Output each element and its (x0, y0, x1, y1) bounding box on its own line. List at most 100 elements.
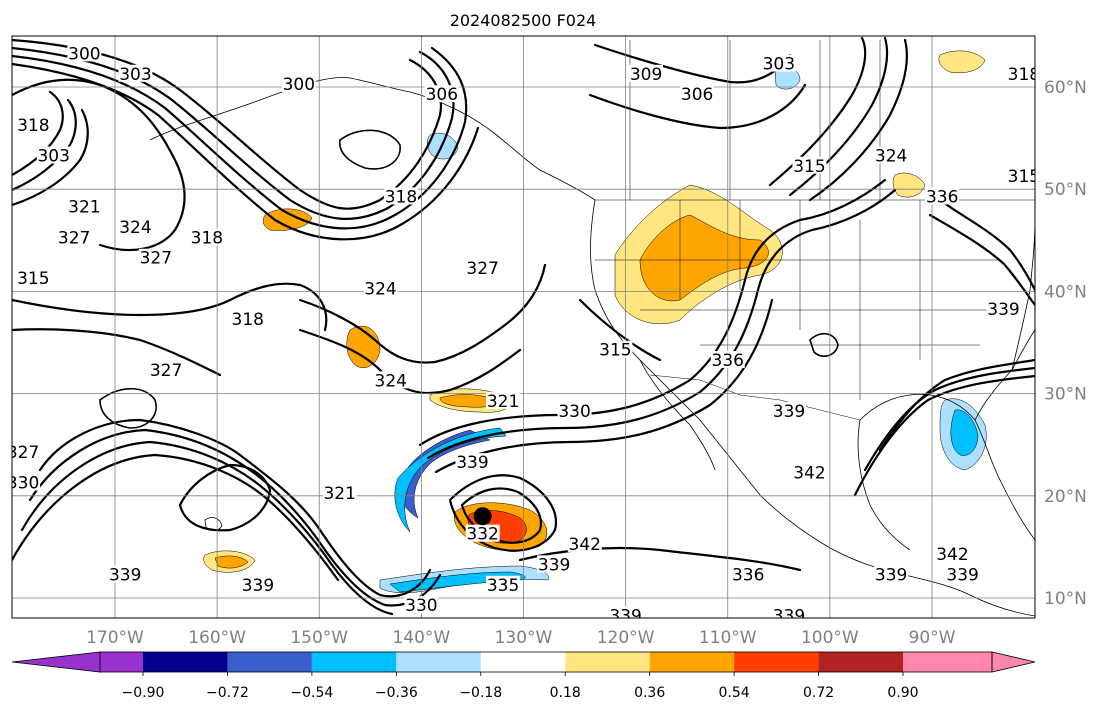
coastline-hawaii (204, 517, 223, 532)
contour-line (938, 198, 1035, 292)
svg-text:327: 327 (7, 443, 39, 463)
contour-label: 339 (874, 565, 909, 586)
contour-line (12, 90, 64, 177)
svg-text:318: 318 (17, 116, 49, 136)
contour-label: 335 (486, 575, 521, 596)
svg-text:315: 315 (17, 269, 49, 289)
svg-text:303: 303 (763, 55, 795, 75)
svg-text:321: 321 (487, 392, 519, 412)
coastline-alaska (149, 77, 596, 201)
coastline-central-america (904, 574, 1035, 617)
lon-label: 160°W (188, 628, 246, 648)
contour-label: 300 (67, 44, 102, 64)
colorbar-tick-label: −0.54 (290, 685, 333, 701)
contour-label: 339 (537, 555, 572, 575)
contour-line (12, 108, 89, 207)
border-us-mexico (649, 374, 861, 421)
colorbar-tick-label: 0.90 (887, 685, 918, 701)
contour-label: 342 (567, 534, 602, 555)
svg-text:315: 315 (793, 157, 825, 177)
colorbar-band (903, 652, 992, 672)
svg-text:330: 330 (558, 402, 590, 422)
colorbar-band (143, 652, 228, 672)
svg-text:321: 321 (68, 198, 100, 218)
svg-text:339: 339 (773, 606, 805, 626)
svg-text:339: 339 (538, 555, 570, 575)
svg-text:339: 339 (773, 402, 805, 422)
contour-line (12, 62, 480, 241)
svg-text:318: 318 (1008, 65, 1040, 85)
svg-text:321: 321 (323, 484, 355, 504)
contour-label: 336 (925, 187, 960, 207)
contour-label: 332 (465, 524, 500, 545)
contour-label: 339 (772, 402, 807, 422)
lon-axis-labels: 170°W 160°W 150°W 140°W 130°W 120°W 110°W 100°W… (86, 628, 956, 648)
contour-label: 342 (792, 463, 827, 483)
svg-text:330: 330 (7, 474, 39, 494)
svg-text:342: 342 (936, 545, 968, 565)
contour-line (588, 83, 807, 130)
shade-yellow-ne-blob (892, 172, 926, 198)
colorbar-tick-label: −0.90 (122, 685, 165, 701)
svg-text:318: 318 (385, 187, 417, 207)
contour-line (20, 440, 394, 616)
lat-label: 40°N (1044, 282, 1087, 302)
contour-label: 318 (189, 228, 224, 248)
coastline-mexico-east (857, 419, 911, 551)
contour-line (12, 282, 328, 332)
lat-label: 20°N (1044, 487, 1087, 507)
shade-lightblue-hurricane-arc (394, 427, 507, 533)
contour-label: 321 (67, 197, 102, 218)
svg-text:309: 309 (630, 65, 662, 85)
contour-label: 339 (240, 575, 275, 596)
map-frame (11, 35, 1036, 619)
contour-label: 339 (608, 606, 643, 618)
lon-label: 150°W (290, 628, 348, 648)
coastlines (149, 77, 1035, 617)
lat-axis-labels: 60°N 50°N 40°N 30°N 20°N 10°N (1044, 78, 1087, 609)
svg-text:315: 315 (1008, 167, 1040, 187)
shade-orange-hawaii-blob (214, 555, 249, 569)
contour-line (298, 263, 547, 364)
colorbar-tick-label: −0.72 (206, 685, 249, 701)
svg-text:342: 342 (569, 535, 601, 555)
contour-label: 309 (629, 64, 664, 85)
contour-line (12, 328, 222, 377)
shade-orange-west-us (639, 214, 769, 302)
colorbar-band (818, 652, 903, 672)
svg-text:303: 303 (119, 65, 151, 85)
shade-orange-east-pacific (439, 394, 501, 408)
contour-label: 321 (486, 391, 521, 412)
contour-line (12, 78, 186, 252)
contour-label: 315 (792, 156, 827, 177)
contour-label: 318 (16, 115, 51, 136)
coastline-baja (639, 359, 716, 471)
lon-label: 100°W (801, 628, 859, 648)
contour-line (853, 374, 1035, 497)
coastline-gulf (859, 394, 1035, 541)
contour-label: 306 (680, 85, 715, 105)
contour-label: 327 (138, 249, 173, 269)
contour-line (434, 298, 774, 474)
colorbar-band (311, 652, 397, 672)
coastline-west-us (590, 199, 906, 576)
shade-cyan-gulf (950, 409, 979, 456)
colorbar-band (565, 652, 650, 672)
gridlines (12, 36, 1035, 618)
svg-text:339: 339 (875, 566, 907, 586)
svg-text:327: 327 (466, 259, 498, 279)
lon-label: 140°W (392, 628, 450, 648)
contour-line (788, 36, 889, 197)
contour-line (339, 129, 401, 170)
svg-text:300: 300 (68, 44, 100, 64)
svg-text:339: 339 (242, 576, 274, 596)
colorbar-tick-label: 0.18 (550, 685, 581, 701)
lon-label: 170°W (86, 628, 144, 648)
contour-line (878, 358, 1035, 452)
colorbar: −0.90 −0.72 −0.54 −0.36 −0.18 0.18 0.36 0.54 0.7… (11, 651, 1036, 701)
svg-text:342: 342 (793, 463, 825, 483)
contour-line (99, 388, 157, 429)
contour-label: 306 (424, 85, 459, 105)
contour-label: 327 (7, 442, 41, 463)
lat-label: 50°N (1044, 180, 1087, 200)
